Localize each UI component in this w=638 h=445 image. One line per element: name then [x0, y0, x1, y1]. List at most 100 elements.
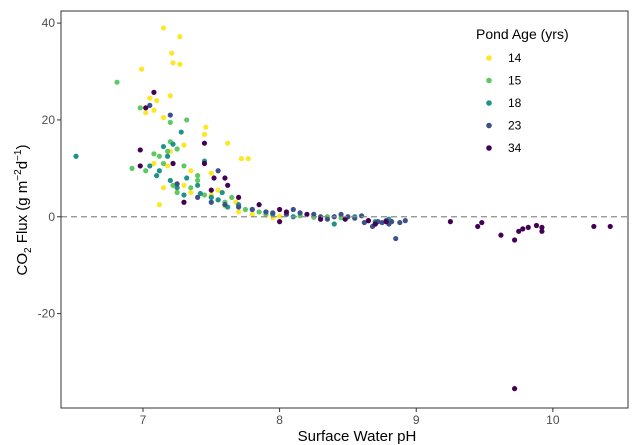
point-age-14-7: [154, 97, 160, 104]
point-age-18-9: [184, 175, 190, 181]
point-age-34-30: [525, 224, 531, 231]
point-age-34-7: [211, 175, 217, 181]
point-age-34-23: [447, 219, 453, 225]
y-tick-label-0: 0: [48, 210, 55, 224]
point-age-15-5: [174, 146, 180, 152]
legend: Pond Age (yrs) 14 15 18 23 34: [476, 26, 569, 155]
point-age-23-2: [215, 168, 221, 174]
point-age-14-1: [177, 34, 183, 40]
point-age-18-11: [195, 182, 201, 188]
point-age-34-8: [222, 175, 228, 181]
point-age-14-0: [160, 25, 167, 31]
point-age-34-18: [277, 219, 283, 225]
x-tick-label-10: 10: [546, 413, 560, 427]
point-age-23-9: [263, 209, 269, 215]
point-age-34-2: [137, 147, 143, 153]
point-age-15-8: [160, 160, 167, 167]
point-age-23-4: [195, 194, 201, 200]
point-age-23-16: [324, 216, 331, 222]
y-axis-title-d-exponent: −1: [13, 149, 24, 161]
point-age-23-7: [236, 204, 242, 210]
x-axis: 7 8 9 10: [140, 408, 560, 427]
point-age-34-10: [208, 187, 214, 193]
point-age-14-14: [225, 140, 231, 146]
point-age-34-1: [143, 105, 149, 111]
point-age-14-9: [143, 110, 149, 116]
point-age-34-19: [342, 216, 348, 222]
point-age-34-5: [137, 163, 143, 169]
x-tick-label-9: 9: [413, 413, 420, 427]
y-tick-label--20: -20: [38, 307, 56, 321]
point-age-23-33: [361, 219, 367, 226]
point-age-34-0: [151, 89, 157, 95]
point-age-15-21: [242, 206, 249, 213]
legend-label-23: 23: [508, 119, 522, 133]
point-age-34-27: [511, 237, 518, 243]
point-age-14-28: [215, 187, 221, 193]
point-age-18-15: [215, 197, 221, 203]
y-axis-title-d: d: [14, 161, 31, 169]
point-age-23-3: [174, 181, 180, 187]
point-age-34-34: [591, 223, 597, 230]
point-age-18-6: [147, 163, 153, 169]
point-age-34-22: [383, 219, 389, 225]
point-age-18-10: [167, 177, 173, 184]
point-age-15-7: [156, 153, 162, 159]
point-age-18-12: [174, 185, 180, 191]
point-age-15-30: [188, 185, 194, 191]
point-age-23-0: [147, 102, 153, 109]
point-age-18-28: [197, 190, 203, 197]
point-age-34-26: [498, 232, 504, 238]
y-tick-label-40: 40: [42, 16, 56, 30]
point-age-15-2: [167, 119, 173, 125]
point-age-18-27: [219, 189, 225, 196]
point-age-15-12: [195, 173, 201, 179]
point-age-34-24: [475, 223, 481, 230]
point-age-34-13: [256, 202, 262, 208]
point-age-15-10: [129, 165, 135, 171]
y-axis-title-m-exponent: −2: [13, 169, 24, 181]
point-age-18-8: [154, 173, 160, 179]
point-age-14-17: [151, 160, 157, 167]
y-axis-title-close: ): [14, 145, 31, 150]
point-age-18-14: [208, 194, 214, 200]
point-age-34-20: [365, 218, 372, 224]
point-age-15-3: [184, 117, 190, 123]
point-age-23-5: [208, 199, 214, 205]
point-age-18-2: [170, 141, 176, 147]
point-age-14-13: [201, 131, 208, 138]
point-age-14-22: [208, 170, 214, 176]
point-age-23-31: [402, 218, 408, 224]
point-age-15-29: [229, 194, 235, 200]
point-age-34-14: [277, 206, 283, 213]
point-age-15-1: [137, 105, 143, 111]
point-age-34-31: [533, 222, 540, 229]
y-tick-label-20: 20: [42, 113, 56, 127]
point-age-14-4: [177, 61, 183, 67]
point-age-23-10: [270, 210, 276, 216]
point-age-34-3: [201, 140, 208, 146]
x-axis-title: Surface Water pH: [298, 428, 417, 445]
y-axis-title: CO2 Flux (g m−2d−1): [13, 145, 34, 276]
point-age-14-29: [156, 202, 162, 208]
point-age-18-4: [164, 153, 171, 159]
legend-label-15: 15: [508, 74, 522, 88]
point-age-34-35: [607, 223, 613, 230]
point-age-23-14: [311, 211, 317, 217]
point-age-18-1: [178, 129, 184, 135]
y-axis: 40 20 0 -20: [38, 16, 61, 321]
y-axis-title-flux: Flux (g m: [14, 181, 31, 248]
legend-title: Pond Age (yrs): [476, 26, 569, 42]
point-age-34-12: [236, 194, 242, 200]
point-age-15-0: [114, 79, 120, 85]
point-age-15-6: [164, 148, 171, 154]
point-age-34-16: [304, 211, 310, 217]
point-age-14-19: [238, 156, 244, 162]
point-age-14-25: [160, 185, 167, 191]
point-age-23-29: [393, 235, 399, 242]
point-age-34-28: [516, 228, 522, 234]
point-age-18-22: [331, 221, 337, 227]
point-age-15-14: [170, 182, 176, 188]
point-age-34-9: [225, 182, 231, 188]
